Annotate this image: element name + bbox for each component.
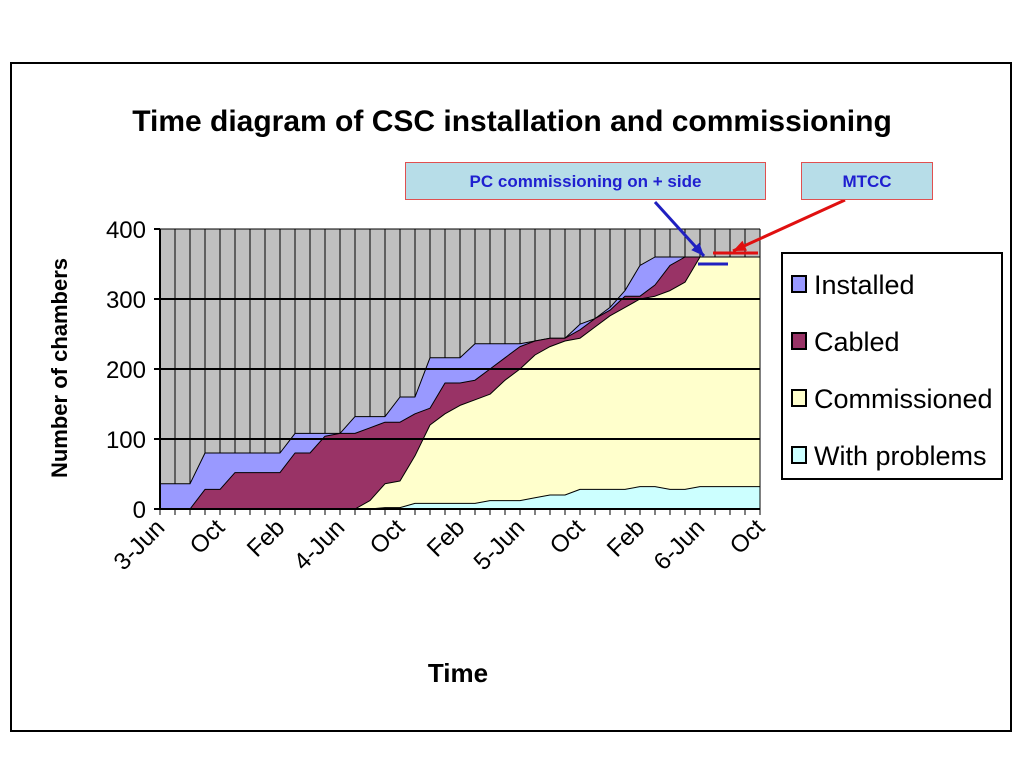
mtcc-arrow-head: [733, 240, 747, 251]
legend-label: With problems: [814, 441, 987, 471]
legend-swatch: [791, 275, 807, 293]
x-tick-label: 6-Jun: [649, 514, 711, 576]
legend-label: Installed: [814, 270, 915, 300]
mtcc-arrow-line: [732, 198, 846, 253]
x-tick-label: 5-Jun: [469, 514, 531, 576]
x-tick-label: Oct: [545, 514, 591, 560]
legend-swatch: [791, 389, 807, 407]
y-tick-label: 400: [106, 217, 146, 244]
x-tick-label: Feb: [242, 514, 290, 562]
y-tick-label: 200: [106, 357, 146, 384]
legend-box: [781, 252, 1003, 480]
x-tick-label: Oct: [725, 514, 771, 560]
legend-label: Cabled: [814, 327, 900, 357]
x-tick-label: Feb: [602, 514, 650, 562]
x-tick-label: Feb: [422, 514, 470, 562]
legend-swatch: [791, 446, 807, 464]
chart-title: Time diagram of CSC installation and com…: [132, 105, 892, 138]
legend-label: Commissioned: [814, 384, 993, 414]
annotation-pc-commissioning: PC commissioning on + side: [405, 162, 766, 200]
y-tick-label: 100: [106, 427, 146, 454]
x-tick-label: 4-Jun: [289, 514, 351, 576]
y-tick-label: 300: [106, 287, 146, 314]
y-axis-title: Number of chambers: [47, 258, 72, 478]
y-tick-label: 0: [133, 497, 146, 524]
pc-commissioning-arrow-head: [691, 242, 704, 256]
chart-frame: [10, 62, 1012, 732]
x-axis-title: Time: [428, 658, 488, 688]
x-tick-label: Oct: [365, 514, 411, 560]
x-tick-label: Oct: [185, 514, 231, 560]
legend-swatch: [791, 332, 807, 350]
annotation-mtcc: MTCC: [801, 162, 933, 200]
